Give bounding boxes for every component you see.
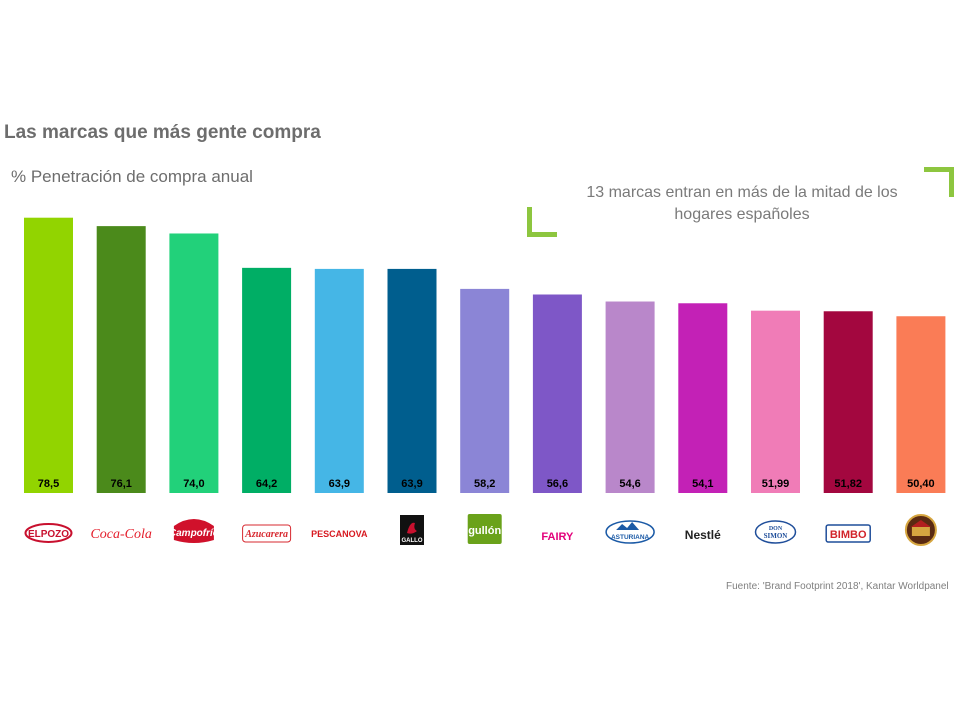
corner-bracket-bottom-left [527,207,557,237]
bar-la-mas-a [896,316,946,493]
svg-text:BIMBO: BIMBO [830,529,867,541]
bar-gallo [387,268,437,493]
gullon-logo: gullón [467,514,502,544]
lamasia-logo [904,514,937,546]
bimbo-logo: BIMBO [825,524,871,543]
svg-text:SIMON: SIMON [764,532,788,540]
bar-nestl- [678,303,728,493]
bar-don-sim-n [751,310,800,493]
bar-value-label: 63,9 [401,478,422,490]
svg-text:GALLO: GALLO [402,538,423,544]
bar-value-label: 63,9 [329,478,350,490]
bar-value-label: 51,99 [762,478,790,490]
svg-text:PESCANOVA: PESCANOVA [311,529,368,539]
bar-value-label: 50,40 [907,478,935,490]
bar-value-label: 54,1 [692,478,713,490]
chart-subtitle: % Penetración de compra anual [11,167,253,186]
gallo-logo: GALLO [400,515,424,545]
bar-azucarera [242,267,292,493]
bar-value-label: 78,5 [38,478,59,490]
bar-gull-n [460,288,510,493]
bar-coca-cola [96,226,146,493]
svg-text:Campofrío: Campofrío [169,528,219,539]
elpozo-logo: ELPOZO [24,523,73,543]
svg-text:Azucarera: Azucarera [244,529,288,540]
bar-pescanova [314,268,364,493]
svg-text:ASTURIANA: ASTURIANA [611,534,650,541]
chart-title: Las marcas que más gente compra [4,122,321,143]
svg-text:FAIRY: FAIRY [541,531,574,543]
callout-text: 13 marcas entran en más de la mitad de l… [586,184,898,223]
bar-campofr-o [169,233,219,493]
bar-value-label: 76,1 [110,478,131,490]
pescanova-logo: PESCANOVA [311,529,368,539]
source-note: Fuente: 'Brand Footprint 2018', Kantar W… [726,581,949,592]
bar-asturiana [605,301,655,493]
azucarera-logo: Azucarera [242,524,292,543]
asturiana-logo: ASTURIANA [605,520,655,544]
bar-bimbo [823,311,873,493]
bar-value-label: 56,6 [547,478,568,490]
bar-value-label: 58,2 [474,478,495,490]
campofrio-logo: Campofrío [169,519,219,543]
nestle-logo: Nestlé [685,528,721,542]
svg-text:ELPOZO: ELPOZO [28,529,69,540]
svg-text:gullón: gullón [468,525,501,537]
fairy-logo: FAIRY [541,531,574,543]
bar-elpozo [24,217,73,493]
bar-value-label: 74,0 [183,478,204,490]
bar-value-label: 64,2 [256,478,277,490]
svg-text:Nestlé: Nestlé [685,528,721,542]
corner-bracket-top-right [924,167,954,197]
bar-fairy [532,294,582,493]
svg-text:Coca-Cola: Coca-Cola [90,527,151,542]
bar-value-label: 54,6 [619,478,640,490]
bar-value-label: 51,82 [834,478,862,490]
svg-text:DON: DON [769,526,783,532]
cocacola-logo: Coca-Cola [90,527,151,542]
